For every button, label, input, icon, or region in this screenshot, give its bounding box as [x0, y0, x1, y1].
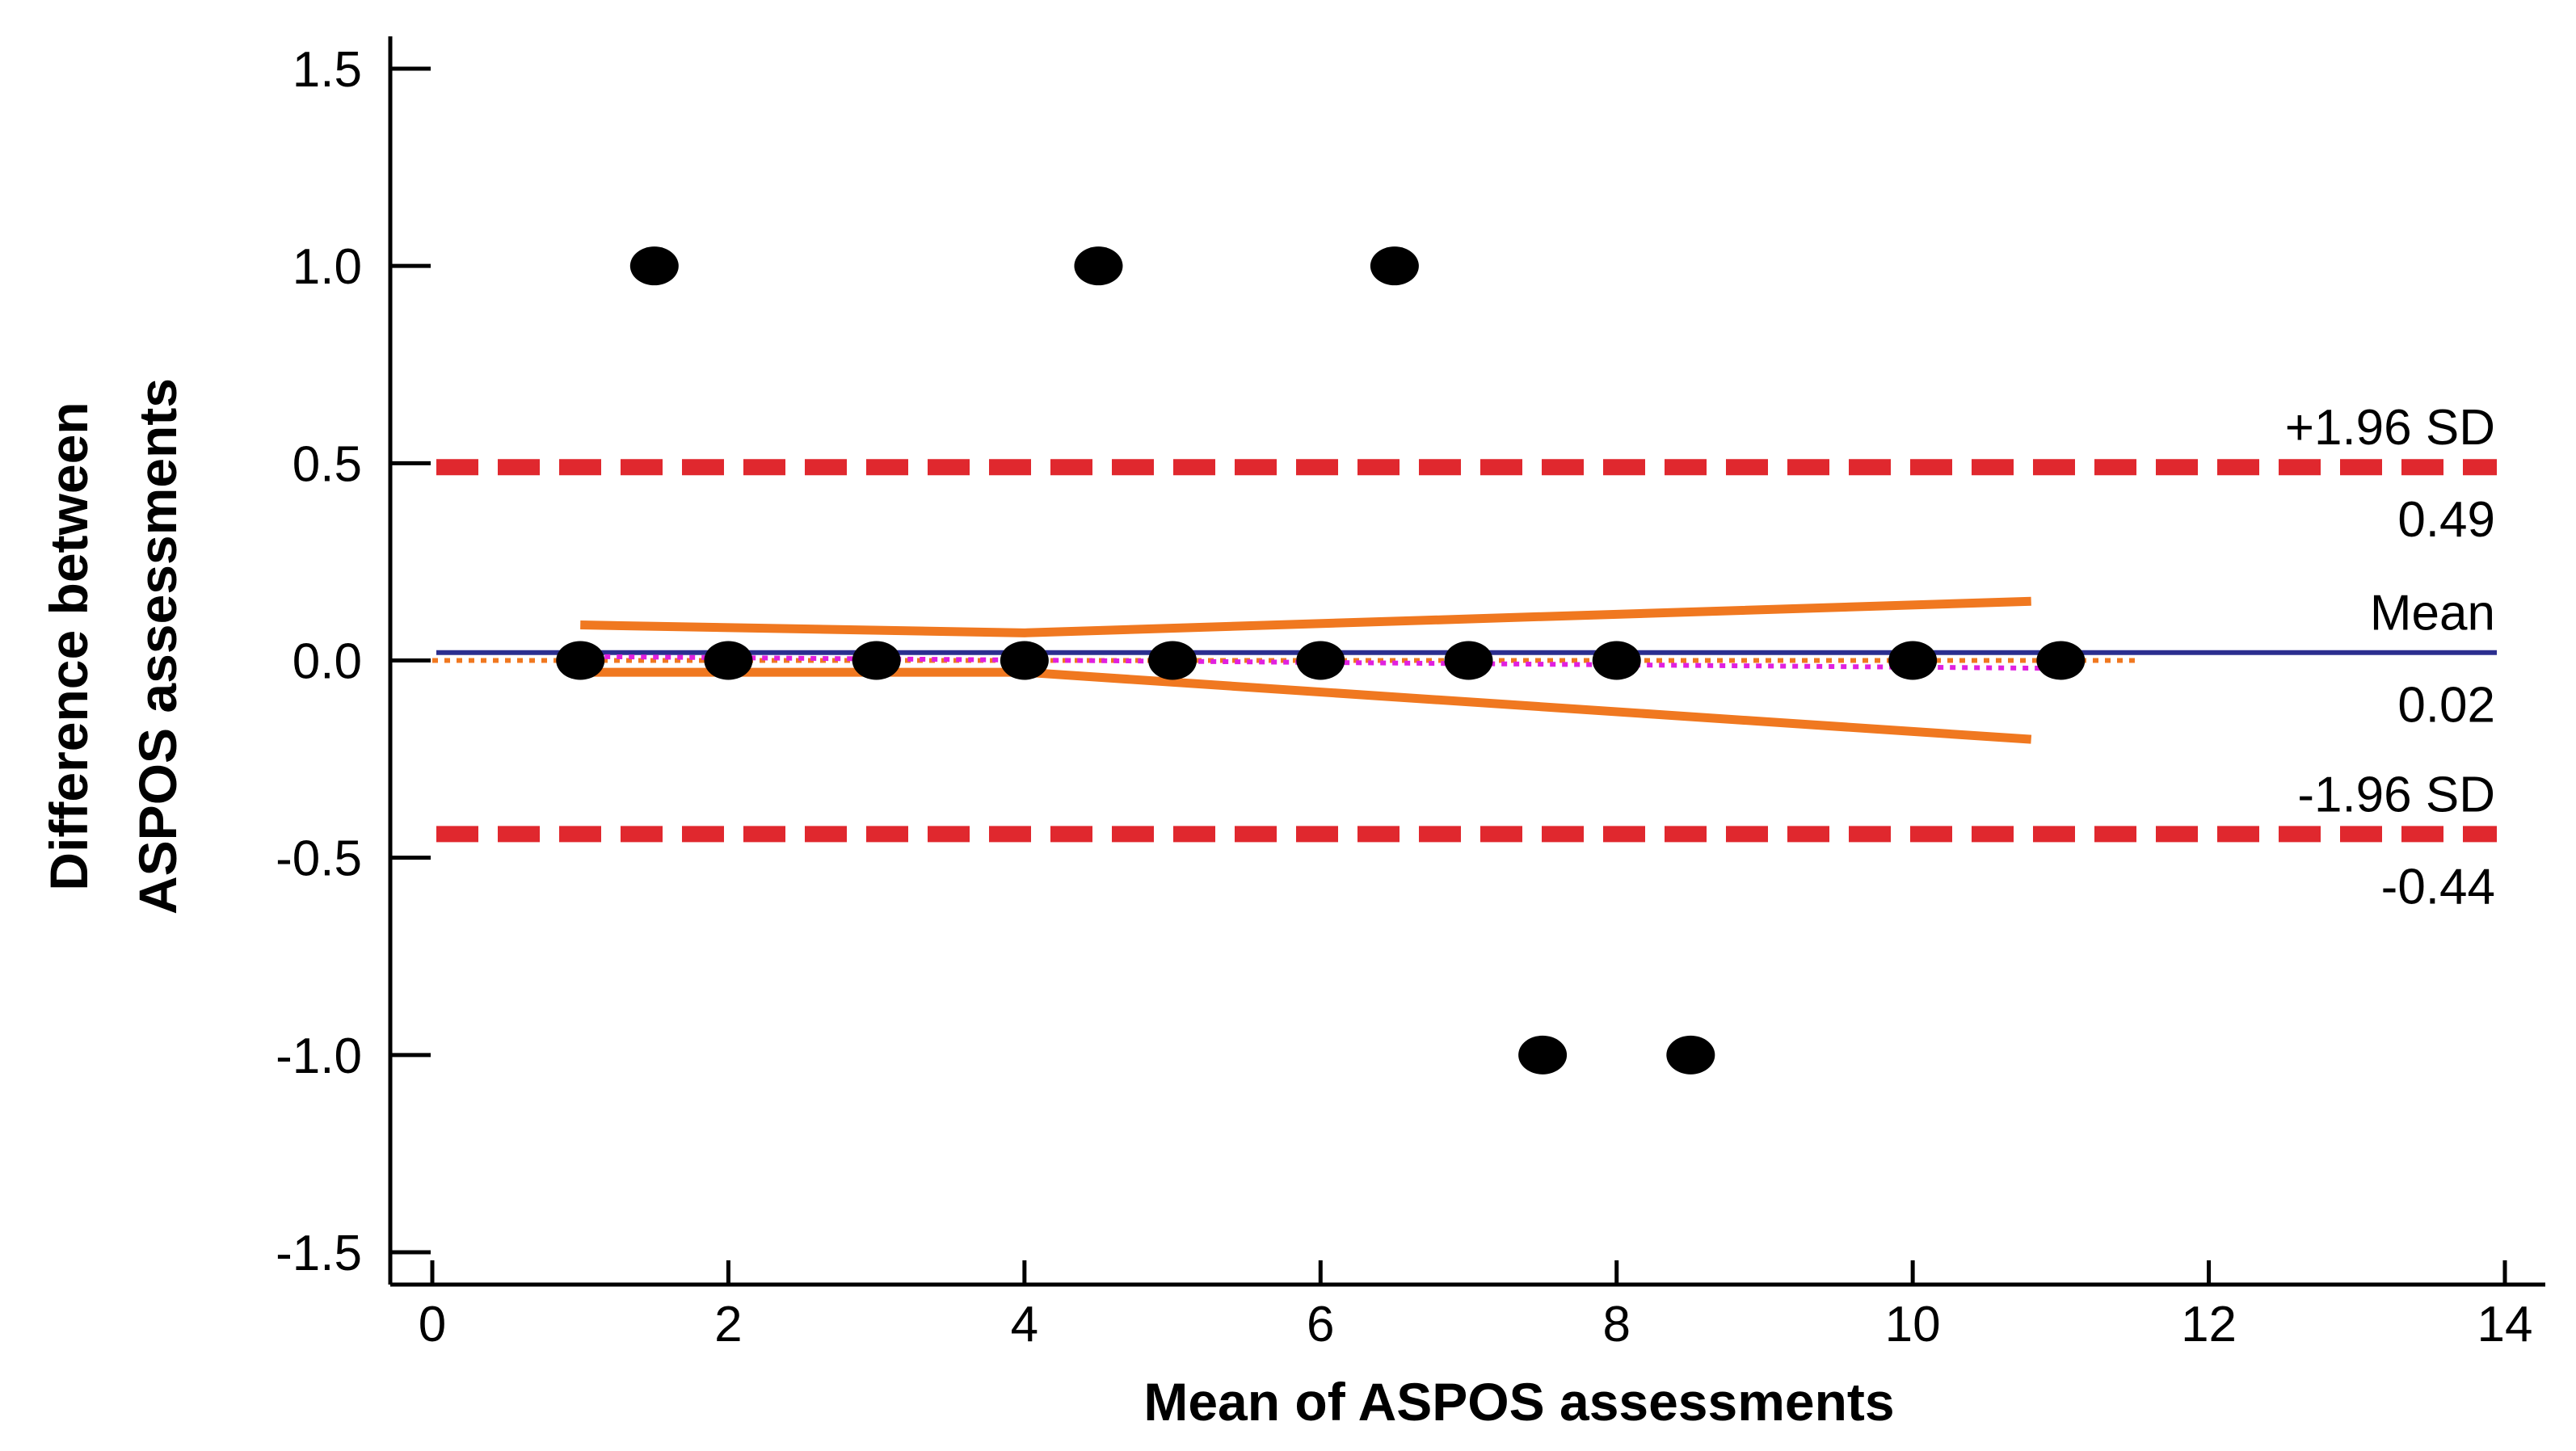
y-tick-label: -1.5 — [276, 1226, 362, 1281]
x-tick-label: 8 — [1602, 1297, 1630, 1352]
x-tick-label: 10 — [1885, 1297, 1941, 1352]
x-tick-label: 2 — [714, 1297, 742, 1352]
y-tick-label: 1.5 — [293, 42, 362, 98]
mean-value: 0.02 — [2397, 678, 2495, 734]
data-point — [1666, 1035, 1715, 1075]
x-tick-label: 0 — [419, 1297, 446, 1352]
x-tick-label: 4 — [1011, 1297, 1038, 1352]
y-tick-label: 0.5 — [293, 436, 362, 492]
data-point — [1518, 1035, 1568, 1075]
data-point — [629, 246, 679, 286]
y-tick-label: -1.0 — [276, 1028, 362, 1084]
fit-lines — [432, 596, 2135, 744]
labels: Mean of ASPOS assessments Difference bet… — [39, 378, 1895, 1432]
data-points — [556, 246, 2086, 1075]
confidence-band-lower — [580, 667, 2032, 744]
data-point — [556, 641, 605, 680]
data-point — [1444, 641, 1493, 680]
data-point — [852, 641, 901, 680]
data-point — [1296, 641, 1345, 680]
data-point — [704, 641, 753, 680]
y-tick-label: 1.0 — [293, 239, 362, 295]
y-axis-title-line-1: Difference between — [39, 402, 99, 890]
data-point — [1148, 641, 1198, 680]
lower-loa-value: -0.44 — [2381, 859, 2495, 915]
x-axis-title: Mean of ASPOS assessments — [1143, 1372, 1894, 1432]
data-point — [2036, 641, 2086, 680]
data-point — [1592, 641, 1641, 680]
ticks: 1.5 1.0 0.5 0.0 -0.5 -1.0 -1.5 0 2 4 6 8 10 12 14 — [276, 42, 2532, 1352]
confidence-band-upper — [580, 596, 2031, 637]
y-axis-title-line-2: ASPOS assessments — [128, 378, 187, 915]
y-tick-label: -0.5 — [276, 831, 362, 887]
data-point — [1074, 246, 1123, 286]
x-tick-label: 14 — [2477, 1297, 2533, 1352]
data-point — [1000, 641, 1049, 680]
data-point — [1370, 246, 1419, 286]
x-tick-label: 12 — [2181, 1297, 2237, 1352]
y-tick-label: 0.0 — [293, 634, 362, 690]
data-point — [1888, 641, 1938, 680]
x-tick-label: 6 — [1307, 1297, 1334, 1352]
upper-loa-value: 0.49 — [2397, 492, 2495, 548]
mean-label: Mean — [2370, 586, 2495, 641]
lower-loa-label: -1.96 SD — [2297, 767, 2495, 822]
upper-loa-label: +1.96 SD — [2285, 400, 2495, 456]
